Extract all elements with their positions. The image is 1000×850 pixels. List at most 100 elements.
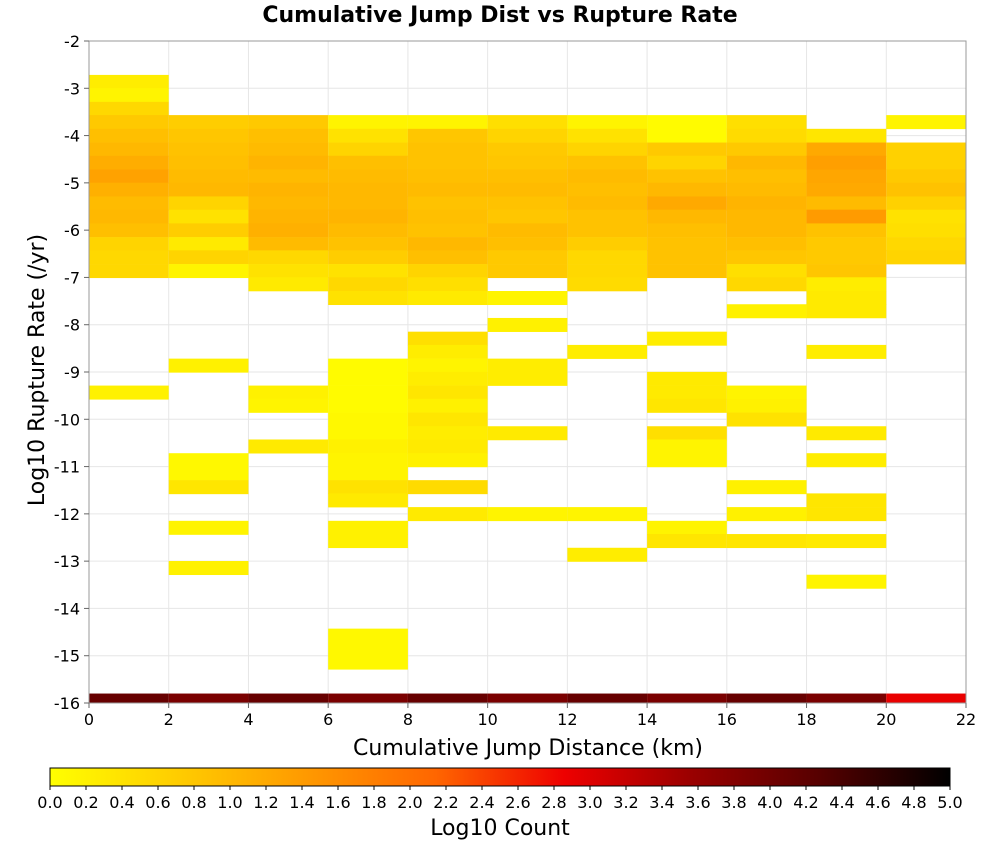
heatmap-cell (806, 344, 887, 359)
heatmap-cell (726, 693, 807, 703)
heatmap-cell (806, 534, 887, 549)
heatmap-cell (726, 196, 807, 211)
y-tick-label: -7 (64, 268, 80, 287)
heatmap-cell (248, 277, 329, 292)
heatmap-cell (407, 344, 488, 359)
colorbar-tick-label: 4.4 (829, 793, 854, 812)
colorbar-tick-label: 4.0 (757, 793, 782, 812)
heatmap-cell (487, 196, 568, 211)
heatmap-cell (89, 223, 169, 238)
heatmap-cell (726, 142, 807, 157)
heatmap-cell (726, 507, 807, 522)
colorbar-tick-label: 5.0 (937, 793, 962, 812)
heatmap-cell (726, 115, 807, 130)
heatmap-cell (806, 128, 887, 143)
heatmap-cell (328, 115, 408, 130)
x-tick-label: 22 (956, 710, 976, 729)
heatmap-cell (328, 655, 408, 670)
heatmap-cell (168, 453, 249, 468)
heatmap-cell (726, 250, 807, 265)
heatmap-cell (248, 142, 329, 157)
heatmap-cell (248, 169, 329, 184)
heatmap-cell (567, 115, 648, 130)
heatmap-cell (647, 209, 727, 224)
heatmap-cell (248, 439, 329, 454)
colorbar-tick-label: 2.8 (541, 793, 566, 812)
x-tick-label: 4 (243, 710, 253, 729)
colorbar (49, 767, 951, 787)
heatmap-cell (328, 223, 408, 238)
colorbar-tick-label: 1.2 (253, 793, 278, 812)
chart-title: Cumulative Jump Dist vs Rupture Rate (262, 3, 737, 28)
colorbar-tick-label: 3.0 (577, 793, 602, 812)
y-tick-label: -12 (54, 505, 80, 524)
y-tick-label: -2 (64, 32, 80, 51)
heatmap-cell (328, 250, 408, 265)
heatmap-cell (407, 142, 488, 157)
heatmap-cell (407, 291, 488, 306)
heatmap-cell (647, 371, 727, 386)
heatmap-cell (726, 264, 807, 279)
colorbar-tick-label: 2.6 (505, 793, 530, 812)
heatmap-cell (806, 264, 887, 279)
heatmap-cell (328, 169, 408, 184)
heatmap-cell (89, 142, 169, 157)
heatmap-cell (487, 317, 568, 332)
heatmap-cell (168, 155, 249, 170)
heatmap-cell (407, 128, 488, 143)
heatmap-cell (407, 398, 488, 413)
heatmap-cell (567, 250, 648, 265)
heatmap-cell (407, 507, 488, 522)
heatmap-cell (886, 250, 966, 265)
y-axis-ticks: -2 -3 -4 -5 -6 -7 -8 -9 -10 -11 -12 -13 -14 -15 -16 (54, 32, 89, 713)
heatmap-cell (806, 453, 887, 468)
y-tick-label: -10 (54, 410, 80, 429)
heatmap-cell (487, 507, 568, 522)
heatmap-cell (89, 693, 169, 703)
heatmap-cell (726, 155, 807, 170)
heatmap-cell (168, 182, 249, 197)
heatmap-cell (487, 115, 568, 130)
heatmap-cell (168, 142, 249, 157)
heatmap-cell (328, 264, 408, 279)
heatmap-cell (726, 398, 807, 413)
heatmap-cell (168, 561, 249, 576)
heatmap-cell (328, 412, 408, 427)
heatmap-cells (89, 74, 966, 703)
heatmap-cell (248, 115, 329, 130)
y-tick-label: -8 (64, 316, 80, 335)
heatmap-cell (328, 371, 408, 386)
heatmap-cell (407, 264, 488, 279)
heatmap-cell (886, 209, 966, 224)
heatmap-cell (248, 693, 329, 703)
heatmap-cell (89, 264, 169, 279)
heatmap-cell (647, 196, 727, 211)
heatmap-cell (328, 155, 408, 170)
heatmap-cell (647, 223, 727, 238)
x-axis-ticks: 0 2 4 6 8 10 12 14 16 18 20 22 (84, 703, 976, 729)
heatmap-cell (407, 385, 488, 400)
heatmap-cell (487, 693, 568, 703)
heatmap-cell (886, 115, 966, 130)
heatmap-cell (407, 693, 488, 703)
heatmap-cell (806, 155, 887, 170)
heatmap-cell (248, 264, 329, 279)
colorbar-ticks: 0.0 0.2 0.4 0.6 0.8 1.0 1.2 1.4 1.6 1.8 2.0 2.2 2.4 2… (37, 786, 963, 812)
heatmap-cell (328, 128, 408, 143)
heatmap-cell (806, 493, 887, 508)
colorbar-tick-label: 3.6 (685, 793, 710, 812)
heatmap-cell (328, 439, 408, 454)
heatmap-cell (806, 574, 887, 589)
heatmap-cell (328, 520, 408, 535)
heatmap-cell (407, 155, 488, 170)
heatmap-cell (567, 142, 648, 157)
heatmap-cell (487, 358, 568, 373)
heatmap-cell (328, 693, 408, 703)
heatmap-cell (328, 628, 408, 643)
y-tick-label: -5 (64, 174, 80, 193)
heatmap-cell (567, 344, 648, 359)
heatmap-cell (726, 209, 807, 224)
colorbar-tick-label: 0.2 (73, 793, 98, 812)
heatmap-cell (168, 115, 249, 130)
